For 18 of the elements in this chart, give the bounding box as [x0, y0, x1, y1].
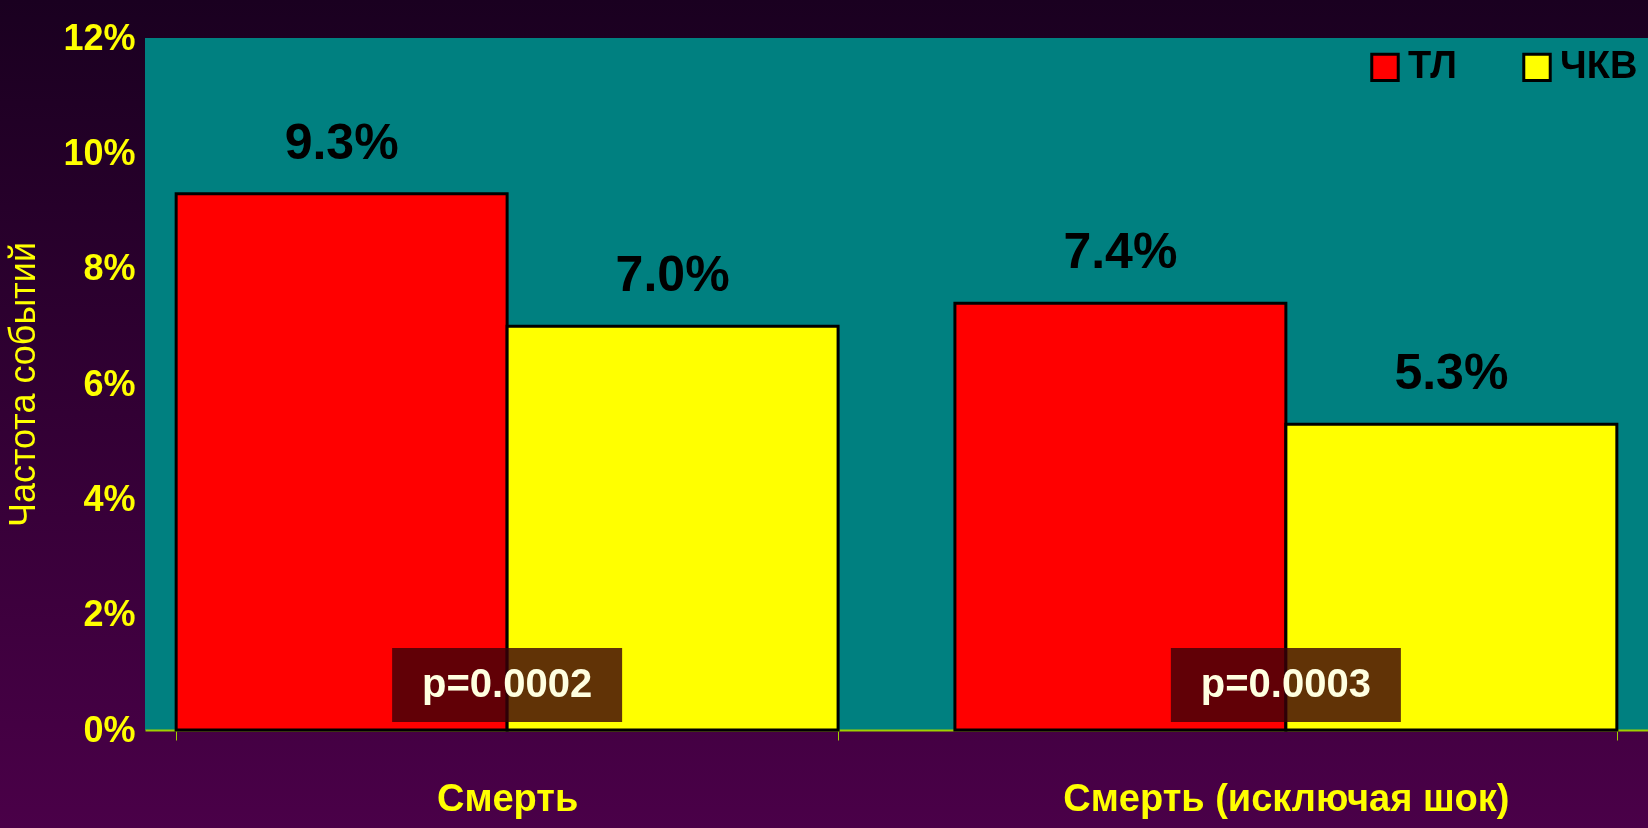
legend-label: ЧКВ — [1560, 44, 1638, 87]
y-tick-label: 2% — [83, 593, 136, 635]
y-tick-label: 10% — [63, 131, 136, 173]
annotation: p=0.0003 — [1200, 661, 1371, 705]
annotation: p=0.0002 — [422, 661, 593, 705]
y-tick-label: 4% — [83, 477, 136, 519]
x-tick-label: Смерть (исключая шок) — [1063, 776, 1510, 819]
y-tick-label: 12% — [63, 16, 136, 58]
legend-label: ТЛ — [1408, 44, 1457, 87]
data-label: 7.4% — [1063, 223, 1178, 280]
y-tick-label: 6% — [83, 362, 136, 404]
data-label: 5.3% — [1394, 344, 1509, 401]
data-label: 7.0% — [615, 246, 730, 303]
data-label: 9.3% — [284, 113, 399, 170]
y-axis-title: Частота событий — [2, 241, 44, 528]
y-tick-label: 8% — [83, 247, 136, 289]
y-tick-label: 0% — [83, 708, 136, 750]
x-tick-label: Смерть — [436, 776, 579, 819]
